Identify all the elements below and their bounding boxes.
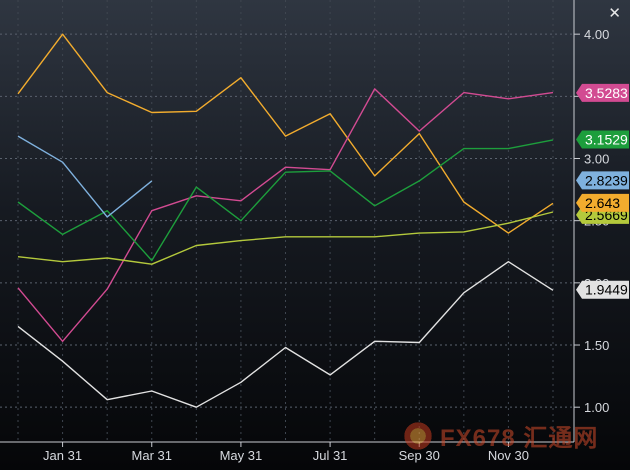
y-tick-label: 1.00 xyxy=(584,400,609,415)
value-tag-label: 3.1529 xyxy=(585,131,628,147)
series-line-4 xyxy=(17,211,554,265)
value-tag-bg xyxy=(576,280,629,299)
y-tick-label: 1.50 xyxy=(584,338,609,353)
x-tick-label: Jan 31 xyxy=(43,448,82,463)
value-tag-label: 3.5283 xyxy=(585,85,628,101)
value-tag-label: 2.8239 xyxy=(585,172,628,188)
fx678-logo-icon xyxy=(402,419,434,452)
x-axis: Jan 31 Mar 31 May 31 Jul 31 Sep 30 Nov 30 xyxy=(0,441,574,463)
series-line-2 xyxy=(17,139,554,262)
value-tag-bg xyxy=(576,83,629,102)
series-line-3 xyxy=(17,135,153,218)
x-tick-label: Sep 30 xyxy=(399,448,440,463)
value-tag-bg xyxy=(576,193,629,212)
y-tick-label: 4.00 xyxy=(584,27,609,42)
value-tag-bg xyxy=(576,171,629,190)
grid-lines xyxy=(0,0,574,442)
series-line-0 xyxy=(17,33,554,234)
watermark: FX678 汇通网 xyxy=(402,418,598,453)
x-tick-label: Mar 31 xyxy=(132,448,172,463)
x-tick-label: Nov 30 xyxy=(488,448,529,463)
close-icon[interactable]: ✕ xyxy=(608,4,621,22)
x-tick-label: May 31 xyxy=(220,448,263,463)
value-tag-label: 2.643 xyxy=(585,195,620,211)
x-tick-label: Jul 31 xyxy=(313,448,348,463)
value-tag-bg xyxy=(576,130,629,149)
series-lines xyxy=(17,33,554,408)
watermark-text: FX678 汇通网 xyxy=(440,425,599,452)
y-tick-label: 3.00 xyxy=(584,152,609,167)
value-tag-label: 1.9449 xyxy=(585,282,628,298)
